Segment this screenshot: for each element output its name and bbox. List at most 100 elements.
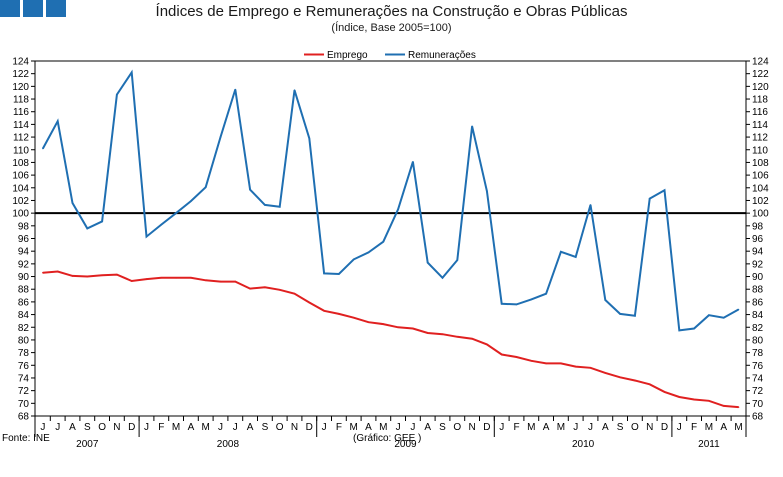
data-point bbox=[678, 329, 681, 332]
credit-note: (Gráfico: GEE ) bbox=[353, 433, 422, 444]
y-tick-label-left: 94 bbox=[18, 247, 30, 258]
month-tick-label: M bbox=[379, 422, 387, 433]
data-point bbox=[604, 372, 607, 374]
data-point bbox=[190, 277, 192, 279]
month-tick-label: F bbox=[336, 422, 342, 433]
data-point bbox=[545, 292, 547, 295]
y-tick-label-right: 92 bbox=[752, 259, 764, 270]
y-tick-label-right: 116 bbox=[752, 107, 768, 118]
month-tick-label: F bbox=[691, 422, 697, 433]
y-tick-label-left: 96 bbox=[18, 234, 30, 245]
data-point bbox=[190, 200, 192, 202]
month-tick-label: F bbox=[513, 422, 519, 433]
data-point bbox=[323, 272, 325, 275]
data-point bbox=[264, 204, 266, 206]
data-point bbox=[352, 258, 355, 261]
data-point bbox=[471, 125, 473, 128]
month-tick-label: M bbox=[734, 422, 742, 433]
y-tick-label-left: 76 bbox=[18, 361, 30, 372]
data-point bbox=[56, 120, 59, 123]
data-point bbox=[86, 275, 89, 278]
y-tick-label-left: 72 bbox=[18, 386, 30, 397]
month-tick-label: M bbox=[350, 422, 358, 433]
chart-subtitle: (Índice, Base 2005=100) bbox=[331, 22, 452, 34]
data-point bbox=[249, 287, 251, 290]
month-tick-label: J bbox=[218, 422, 223, 433]
y-tick-label-left: 102 bbox=[12, 196, 29, 207]
data-point bbox=[352, 316, 355, 319]
y-tick-label-right: 76 bbox=[752, 361, 764, 372]
y-tick-label-left: 98 bbox=[18, 221, 30, 232]
month-tick-label: N bbox=[291, 422, 298, 433]
data-point bbox=[397, 208, 399, 211]
data-point bbox=[560, 362, 562, 365]
data-point bbox=[86, 227, 89, 230]
data-point bbox=[234, 280, 237, 283]
data-point bbox=[648, 383, 651, 386]
y-tick-label-left: 88 bbox=[18, 285, 30, 296]
month-tick-label: S bbox=[262, 422, 269, 433]
month-tick-label: N bbox=[646, 422, 653, 433]
data-point bbox=[530, 298, 533, 301]
month-tick-label: S bbox=[84, 422, 91, 433]
y-tick-label-left: 68 bbox=[18, 412, 30, 423]
data-point bbox=[486, 190, 488, 192]
year-label: 2007 bbox=[76, 439, 99, 450]
data-point bbox=[308, 301, 311, 304]
data-point bbox=[426, 332, 429, 334]
y-tick-label-right: 124 bbox=[752, 57, 769, 68]
month-tick-label: J bbox=[40, 422, 45, 433]
y-tick-label-right: 120 bbox=[752, 82, 769, 93]
data-point bbox=[574, 256, 577, 258]
data-point bbox=[412, 160, 414, 163]
data-point bbox=[515, 303, 518, 306]
y-tick-label-left: 70 bbox=[18, 399, 30, 410]
data-point bbox=[278, 206, 281, 208]
y-tick-label-right: 122 bbox=[752, 69, 769, 80]
data-point bbox=[175, 277, 177, 279]
y-tick-label-left: 124 bbox=[12, 57, 29, 68]
month-tick-label: J bbox=[677, 422, 682, 433]
y-tick-label-right: 100 bbox=[752, 209, 769, 220]
y-tick-label-right: 112 bbox=[752, 133, 768, 144]
data-point bbox=[71, 202, 74, 204]
month-tick-label: A bbox=[247, 422, 254, 433]
month-tick-label: O bbox=[98, 422, 106, 433]
series-line-emprego bbox=[42, 270, 739, 409]
data-point bbox=[116, 273, 118, 276]
data-point bbox=[323, 309, 325, 312]
month-tick-label: A bbox=[720, 422, 727, 433]
y-tick-label-left: 110 bbox=[13, 145, 29, 156]
month-tick-label: M bbox=[557, 422, 565, 433]
data-point bbox=[737, 406, 740, 408]
y-tick-label-right: 96 bbox=[752, 234, 764, 245]
data-point bbox=[500, 302, 503, 305]
data-point bbox=[130, 280, 133, 282]
month-tick-label: J bbox=[55, 422, 60, 433]
y-tick-label-left: 80 bbox=[18, 335, 30, 346]
y-tick-label-left: 78 bbox=[18, 348, 30, 359]
y-tick-label-right: 114 bbox=[752, 120, 768, 131]
month-tick-label: A bbox=[602, 422, 609, 433]
data-point bbox=[293, 292, 296, 295]
month-tick-label: J bbox=[499, 422, 504, 433]
data-point bbox=[589, 367, 592, 369]
data-point bbox=[264, 286, 266, 289]
y-tick-label-right: 90 bbox=[752, 272, 764, 283]
data-point bbox=[308, 137, 311, 140]
data-point bbox=[693, 398, 695, 401]
data-point bbox=[737, 308, 740, 311]
y-tick-label-right: 88 bbox=[752, 285, 764, 296]
data-point bbox=[545, 362, 547, 365]
y-tick-label-left: 114 bbox=[13, 120, 29, 131]
data-point bbox=[560, 251, 562, 253]
data-point bbox=[515, 356, 518, 358]
y-tick-label-right: 78 bbox=[752, 348, 764, 359]
month-tick-label: N bbox=[468, 422, 475, 433]
month-tick-label: J bbox=[410, 422, 415, 433]
month-tick-label: O bbox=[276, 422, 284, 433]
data-point bbox=[663, 391, 666, 393]
y-tick-label-right: 118 bbox=[752, 95, 768, 106]
y-tick-label-left: 84 bbox=[18, 310, 30, 321]
